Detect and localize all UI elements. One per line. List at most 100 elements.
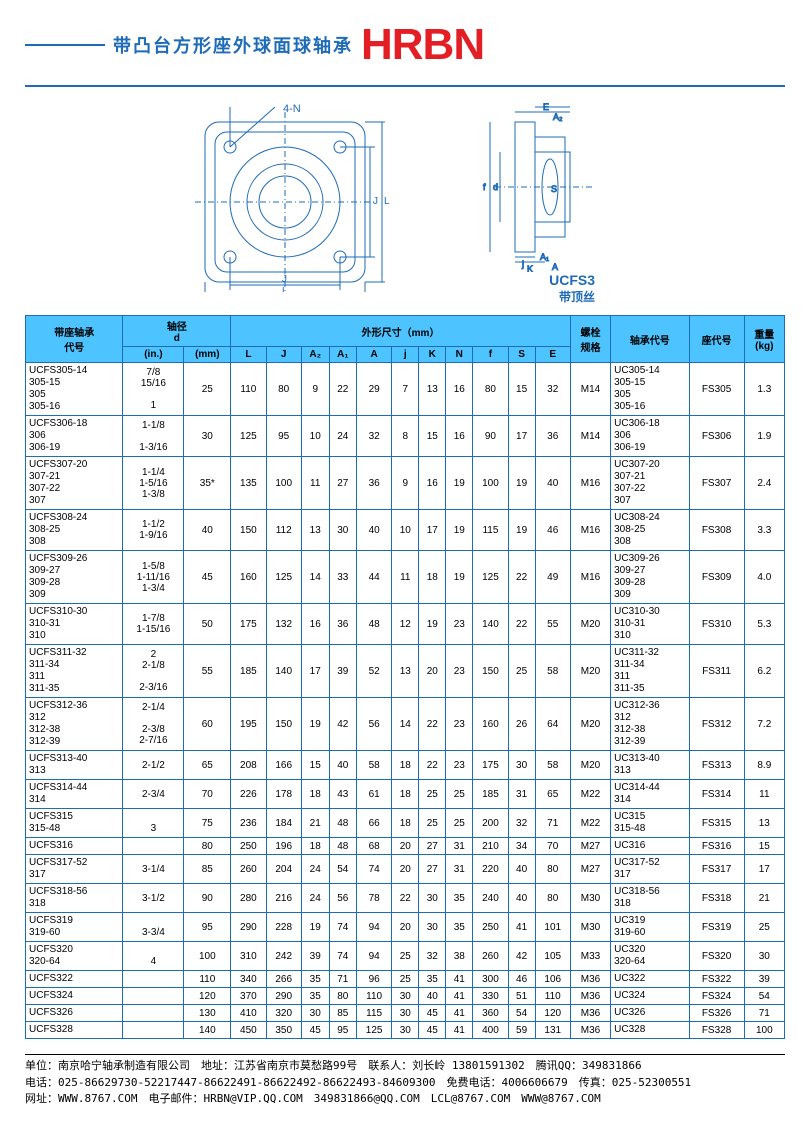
- diagram-row: 4-N J L J L E A₂ d f S j K A₁ A: [25, 102, 785, 305]
- cell-f: 210: [473, 838, 508, 855]
- footer-line-2: 电话：025-86629730-52217447-86622491-866224…: [25, 1075, 785, 1092]
- cell-bolt: M16: [570, 551, 610, 604]
- cell-E: 70: [535, 838, 570, 855]
- svg-text:L: L: [282, 286, 288, 292]
- cell-K: 15: [419, 416, 446, 457]
- cell-A1: 43: [329, 780, 356, 809]
- cell-f: 300: [473, 971, 508, 988]
- cell-j: 18: [392, 809, 419, 838]
- cell-in: 1-1/2 1-9/16: [123, 510, 184, 551]
- cell-L: 150: [231, 510, 266, 551]
- col-A2: A₂: [301, 347, 329, 363]
- cell-j: 11: [392, 551, 419, 604]
- cell-A1: 74: [329, 942, 356, 971]
- cell-K: 16: [419, 457, 446, 510]
- col-dims: 外形尺寸（mm）: [231, 316, 571, 347]
- svg-text:A: A: [552, 262, 558, 272]
- cell-A: 58: [357, 751, 392, 780]
- front-view-diagram: 4-N J L J L: [175, 102, 395, 292]
- cell-A: 74: [357, 855, 392, 884]
- cell-S: 30: [508, 751, 535, 780]
- cell-j: 30: [392, 1005, 419, 1022]
- col-S: S: [508, 347, 535, 363]
- cell-bolt: M36: [570, 971, 610, 988]
- cell-mm: 120: [184, 988, 231, 1005]
- cell-brg: UC309-26 309-27 309-28 309: [611, 551, 689, 604]
- cell-A1: 71: [329, 971, 356, 988]
- cell-in: [123, 988, 184, 1005]
- cell-S: 51: [508, 988, 535, 1005]
- cell-L: 410: [231, 1005, 266, 1022]
- cell-A2: 21: [301, 809, 329, 838]
- cell-bolt: M16: [570, 457, 610, 510]
- cell-A: 94: [357, 913, 392, 942]
- col-f: f: [473, 347, 508, 363]
- cell-seat: FS310: [689, 604, 744, 645]
- cell-A1: 95: [329, 1022, 356, 1039]
- cell-A1: 24: [329, 416, 356, 457]
- cell-seat: FS320: [689, 942, 744, 971]
- cell-code: UCFS312-36 312 312-38 312-39: [26, 698, 123, 751]
- cell-S: 54: [508, 1005, 535, 1022]
- cell-K: 25: [419, 780, 446, 809]
- cell-E: 120: [535, 1005, 570, 1022]
- cell-j: 10: [392, 510, 419, 551]
- cell-seat: FS308: [689, 510, 744, 551]
- cell-J: 290: [266, 988, 301, 1005]
- cell-S: 31: [508, 780, 535, 809]
- page-subtitle: 带凸台方形座外球面球轴承: [113, 32, 353, 58]
- cell-bolt: M27: [570, 838, 610, 855]
- cell-K: 35: [419, 971, 446, 988]
- cell-E: 65: [535, 780, 570, 809]
- cell-A: 36: [357, 457, 392, 510]
- cell-bolt: M14: [570, 416, 610, 457]
- table-row: UCFS313-40 3132-1/2652081661540581822231…: [26, 751, 785, 780]
- cell-mm: 25: [184, 363, 231, 416]
- cell-f: 200: [473, 809, 508, 838]
- cell-L: 160: [231, 551, 266, 604]
- cell-bolt: M36: [570, 1005, 610, 1022]
- cell-j: 20: [392, 913, 419, 942]
- cell-wt: 71: [744, 1005, 784, 1022]
- cell-mm: 40: [184, 510, 231, 551]
- cell-wt: 100: [744, 1022, 784, 1039]
- cell-J: 350: [266, 1022, 301, 1039]
- table-row: UCFS310-30 310-31 3101-7/8 1-15/16501751…: [26, 604, 785, 645]
- cell-K: 30: [419, 884, 446, 913]
- cell-N: 19: [446, 551, 473, 604]
- table-row: UCFS324120370290358011030404133051110M36…: [26, 988, 785, 1005]
- cell-J: 166: [266, 751, 301, 780]
- cell-A2: 35: [301, 971, 329, 988]
- svg-text:A₂: A₂: [553, 112, 563, 122]
- cell-brg: UC317-52 317: [611, 855, 689, 884]
- cell-bolt: M30: [570, 913, 610, 942]
- cell-code: UCFS320 320-64: [26, 942, 123, 971]
- cell-A2: 17: [301, 645, 329, 698]
- cell-E: 36: [535, 416, 570, 457]
- cell-E: 58: [535, 751, 570, 780]
- cell-J: 140: [266, 645, 301, 698]
- cell-seat: FS328: [689, 1022, 744, 1039]
- cell-L: 370: [231, 988, 266, 1005]
- cell-K: 27: [419, 855, 446, 884]
- table-body: UCFS305-14 305-15 305 305-167/8 15/16 12…: [26, 363, 785, 1039]
- cell-in: 3-3/4: [123, 913, 184, 942]
- cell-code: UCFS316: [26, 838, 123, 855]
- cell-brg: UC307-20 307-21 307-22 307: [611, 457, 689, 510]
- cell-mm: 85: [184, 855, 231, 884]
- cell-j: 9: [392, 457, 419, 510]
- cell-S: 59: [508, 1022, 535, 1039]
- cell-K: 40: [419, 988, 446, 1005]
- cell-L: 450: [231, 1022, 266, 1039]
- cell-A2: 45: [301, 1022, 329, 1039]
- cell-bolt: M27: [570, 855, 610, 884]
- cell-wt: 1.3: [744, 363, 784, 416]
- cell-A: 52: [357, 645, 392, 698]
- cell-A: 78: [357, 884, 392, 913]
- cell-A1: 42: [329, 698, 356, 751]
- cell-E: 101: [535, 913, 570, 942]
- cell-A2: 24: [301, 884, 329, 913]
- cell-L: 195: [231, 698, 266, 751]
- cell-wt: 8.9: [744, 751, 784, 780]
- col-seat: 座代号: [689, 316, 744, 363]
